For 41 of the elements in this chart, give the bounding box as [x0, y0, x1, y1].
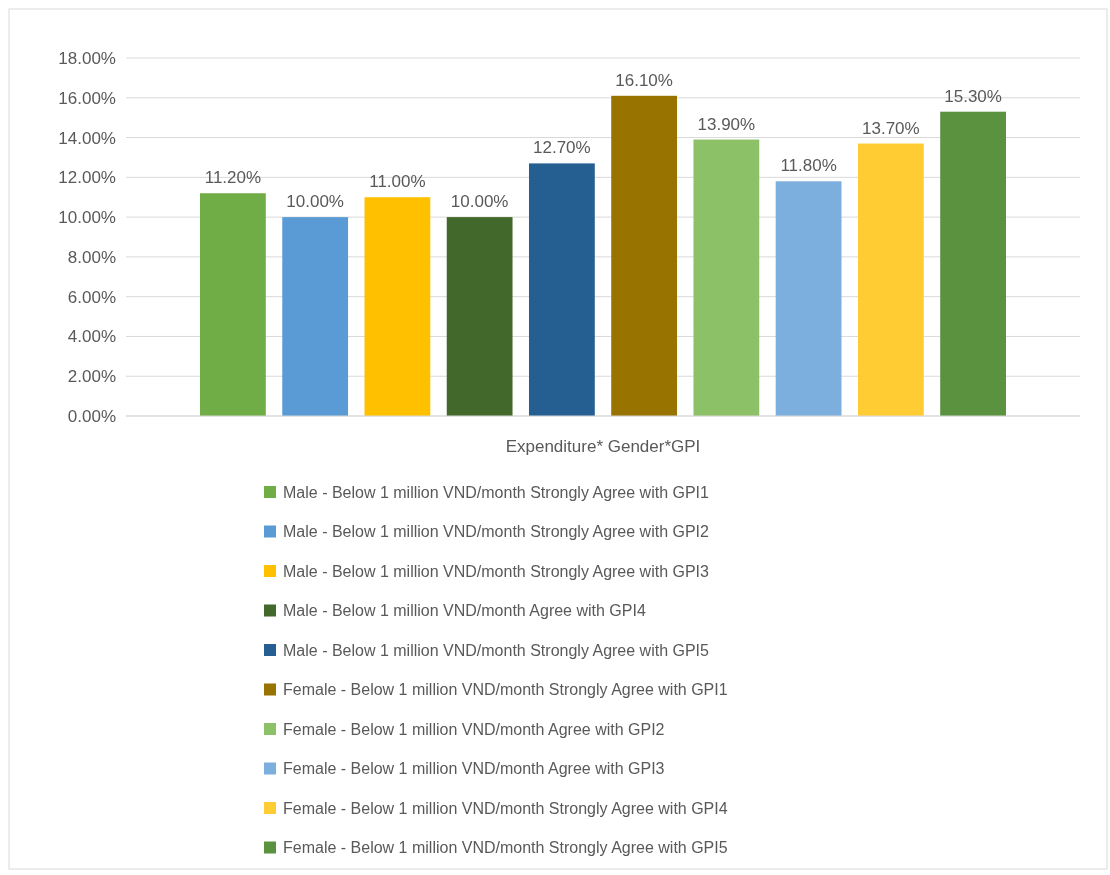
- bar: [364, 197, 431, 416]
- y-tick-label: 14.00%: [58, 128, 116, 148]
- data-label: 11.00%: [369, 172, 426, 192]
- legend-label: Male - Below 1 million VND/month Strongly Agree with GPI2: [283, 523, 710, 541]
- legend-label: Male - Below 1 million VND/month Strongly Agree with GPI3: [283, 562, 710, 580]
- x-tick-label: Expenditure* Gender*GPI: [505, 437, 701, 456]
- data-label: 11.20%: [204, 168, 262, 188]
- legend-label: Male - Below 1 million VND/month Agree with GPI4: [283, 602, 646, 620]
- y-tick-label: 16.00%: [58, 88, 116, 108]
- bar: [940, 111, 1006, 416]
- legend-label: Male - Below 1 million VND/month Strongly Agree with GPI5: [283, 641, 710, 659]
- data-label: 15.30%: [944, 86, 1002, 106]
- bar: [200, 193, 266, 416]
- data-label: 10.00%: [450, 192, 509, 212]
- data-label: 13.90%: [697, 114, 756, 134]
- legend-label: Female - Below 1 million VND/month Agree with GPI3: [283, 760, 665, 778]
- bar: [775, 181, 842, 416]
- y-tick-label: 4.00%: [67, 327, 116, 347]
- bar: [857, 143, 924, 416]
- y-tick-label: 12.00%: [58, 168, 116, 188]
- legend-label: Female - Below 1 million VND/month Strongly Agree with GPI1: [283, 681, 728, 699]
- y-tick-label: 18.00%: [58, 48, 116, 68]
- legend-label: Male - Below 1 million VND/month Strongly Agree with GPI1: [283, 483, 710, 501]
- y-tick-label: 2.00%: [67, 367, 116, 387]
- data-label: 12.70%: [533, 138, 591, 158]
- legend-label: Female - Below 1 million VND/month Strongly Agree with GPI4: [283, 799, 728, 817]
- y-tick-label: 0.00%: [67, 406, 116, 426]
- data-label: 13.70%: [862, 118, 920, 138]
- y-tick-label: 10.00%: [58, 208, 116, 228]
- bar: [446, 217, 513, 416]
- bar: [693, 139, 760, 416]
- data-label: 16.10%: [615, 70, 673, 90]
- legend-label: Female - Below 1 million VND/month Agree with GPI2: [283, 720, 665, 738]
- y-tick-label: 8.00%: [67, 247, 116, 267]
- legend-label: Female - Below 1 million VND/month Strongly Agree with GPI5: [283, 839, 728, 857]
- bar: [282, 217, 349, 416]
- bar: [611, 95, 678, 416]
- bar: [528, 163, 595, 416]
- data-label: 10.00%: [286, 192, 344, 212]
- data-label: 11.80%: [780, 156, 837, 176]
- y-tick-label: 6.00%: [67, 287, 116, 307]
